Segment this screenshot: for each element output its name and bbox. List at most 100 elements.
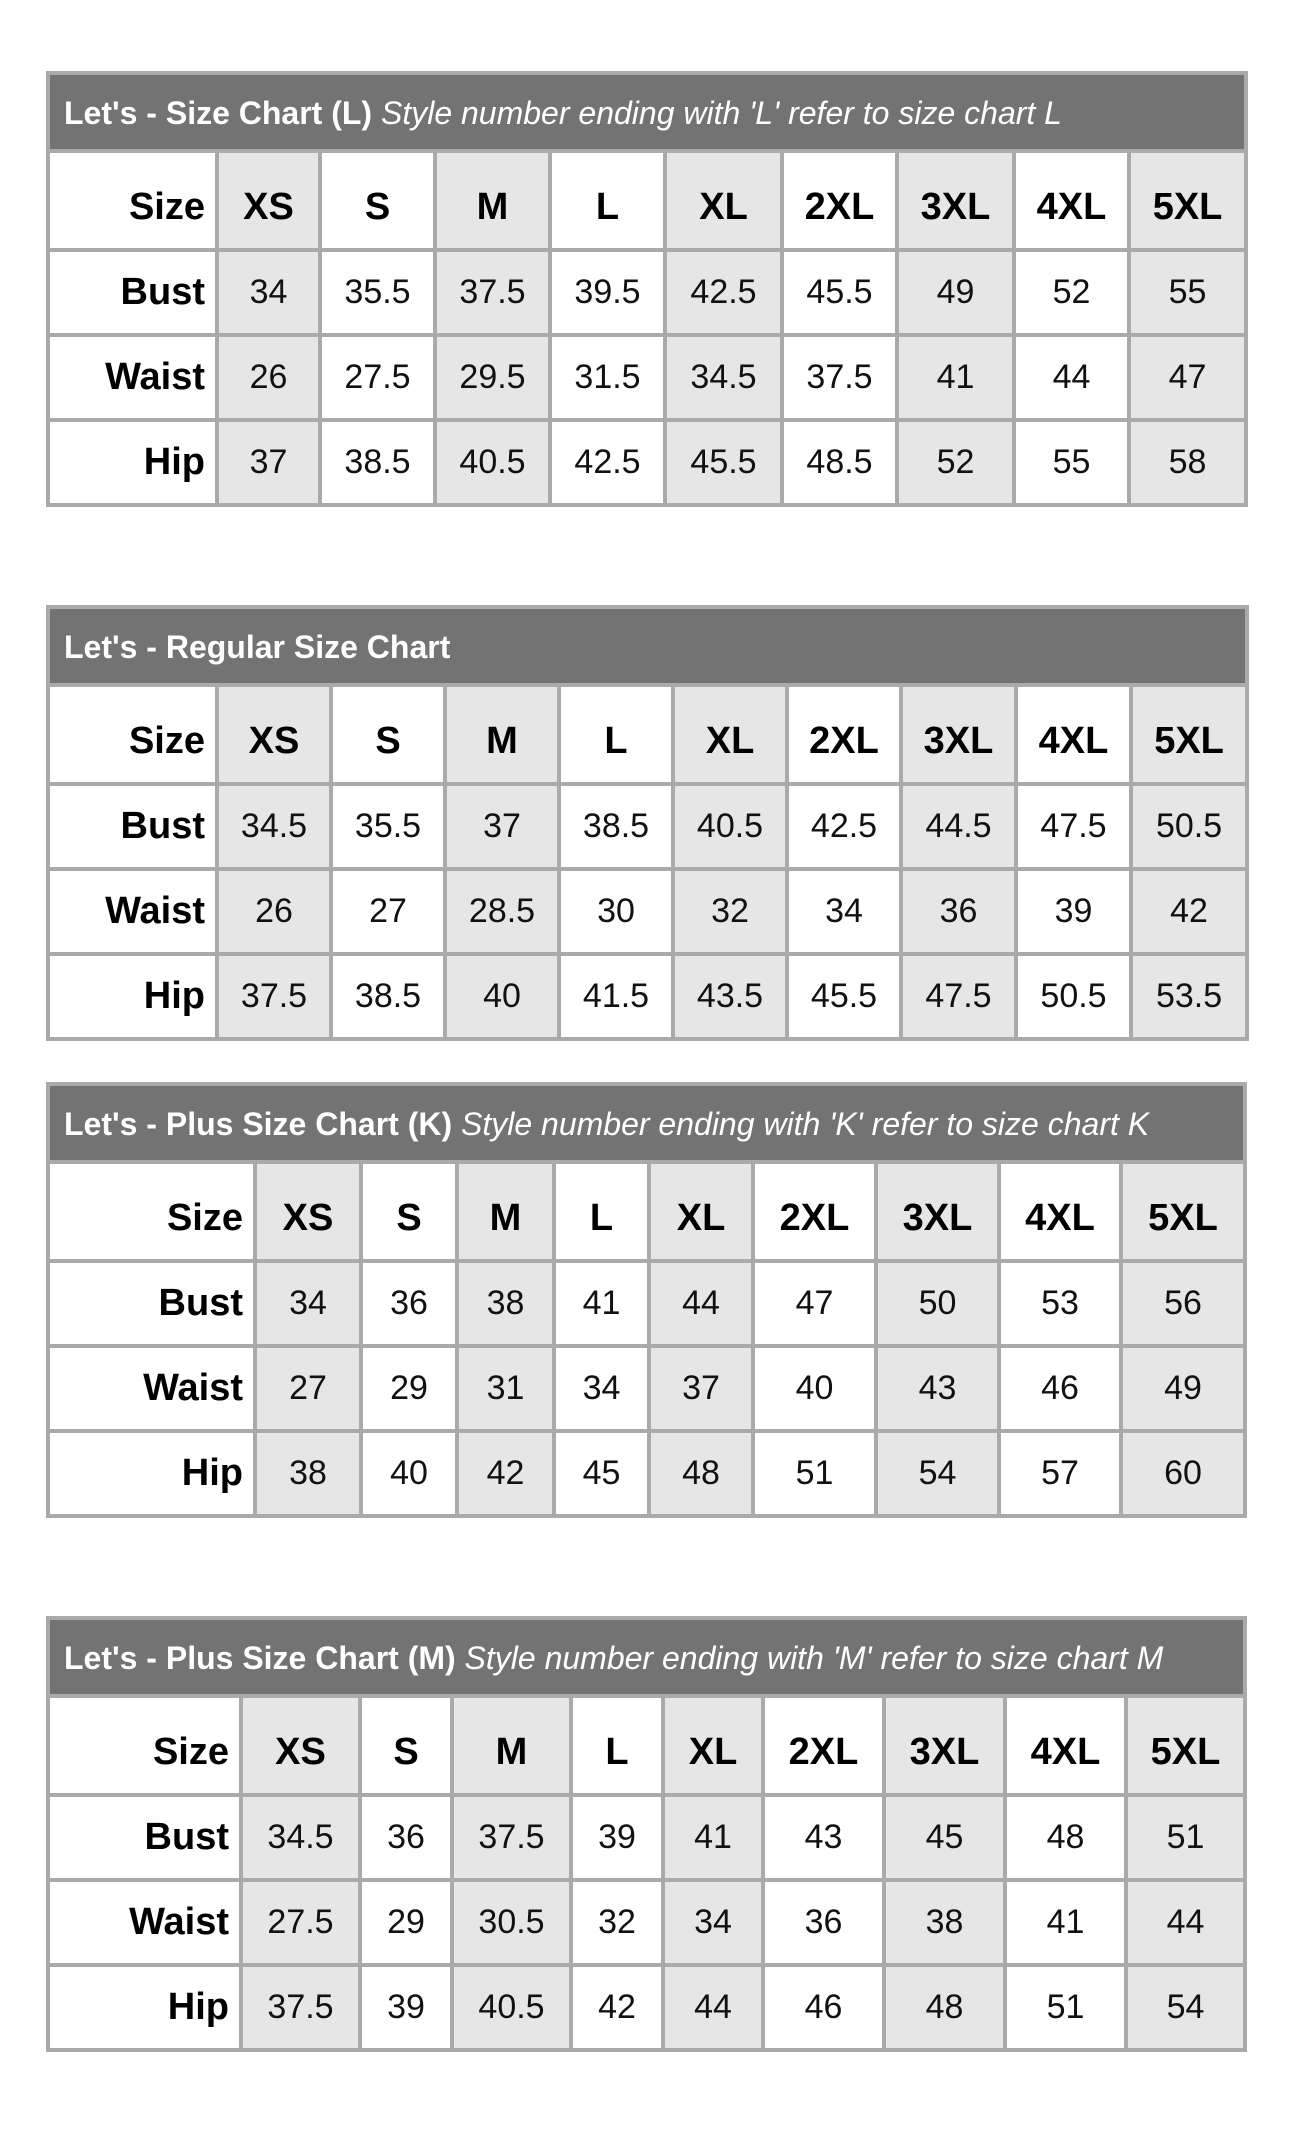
size-header-m: M (443, 683, 561, 786)
measurement-cell: 42 (455, 1429, 556, 1518)
measurement-cell: 44 (661, 1963, 765, 2052)
row-label: Bust (46, 782, 219, 871)
chart-title-note: Style number ending with 'K' refer to si… (461, 1106, 1150, 1142)
measurement-cell: 38.5 (318, 418, 437, 507)
size-header-l: L (569, 1694, 665, 1797)
measurement-cell: 43 (761, 1793, 886, 1882)
size-header-2xl: 2XL (761, 1694, 886, 1797)
table-row-bust: Bust 34 36 38 41 44 47 50 53 56 (46, 1259, 1248, 1348)
measurement-cell: 37 (443, 782, 561, 871)
measurement-cell: 40 (443, 952, 561, 1041)
measurement-cell: 42 (569, 1963, 665, 2052)
size-label: Size (46, 1694, 243, 1797)
measurement-cell: 47.5 (1014, 782, 1133, 871)
table-row-hip: Hip 37.5 38.5 40 41.5 43.5 45.5 47.5 50.5 53.5 (46, 952, 1250, 1041)
measurement-cell: 27.5 (318, 333, 437, 422)
measurement-cell: 36 (899, 867, 1018, 956)
measurement-cell: 36 (358, 1793, 454, 1882)
measurement-cell: 46 (761, 1963, 886, 2052)
table-row-bust: Bust 34.5 36 37.5 39 41 43 45 48 51 (46, 1793, 1248, 1882)
measurement-cell: 34 (253, 1259, 363, 1348)
measurement-cell: 42.5 (548, 418, 667, 507)
measurement-cell: 51 (1123, 1793, 1248, 1882)
size-chart-table: Let's - Plus Size Chart (M) Style number… (45, 1616, 1248, 2052)
size-header-4xl: 4XL (997, 1160, 1123, 1263)
chart-title-note: Style number ending with 'M' refer to si… (464, 1640, 1164, 1676)
measurement-cell: 51 (1003, 1963, 1128, 2052)
chart-title-bold: Let's - Plus Size Chart (M) (64, 1640, 456, 1676)
measurement-cell: 49 (895, 248, 1016, 337)
measurement-cell: 45.5 (663, 418, 784, 507)
size-header-row: Size XS S M L XL 2XL 3XL 4XL 5XL (46, 1160, 1248, 1263)
measurement-cell: 38 (882, 1878, 1007, 1967)
measurement-cell: 41.5 (557, 952, 675, 1041)
measurement-cell: 32 (671, 867, 789, 956)
row-label: Hip (46, 1963, 243, 2052)
size-label: Size (46, 1160, 257, 1263)
measurement-cell: 41 (661, 1793, 765, 1882)
size-label: Size (46, 683, 219, 786)
measurement-cell: 26 (215, 867, 333, 956)
size-header-s: S (359, 1160, 459, 1263)
size-header-s: S (318, 149, 437, 252)
size-header-5xl: 5XL (1123, 1694, 1248, 1797)
size-header-m: M (450, 1694, 573, 1797)
size-header-row: Size XS S M L XL 2XL 3XL 4XL 5XL (46, 1694, 1248, 1797)
size-chart-table: Let's - Size Chart (L) Style number endi… (45, 71, 1249, 507)
measurement-cell: 52 (895, 418, 1016, 507)
measurement-cell: 38.5 (329, 952, 447, 1041)
measurement-cell: 52 (1012, 248, 1131, 337)
size-header-row: Size XS S M L XL 2XL 3XL 4XL 5XL (46, 149, 1249, 252)
measurement-cell: 30 (557, 867, 675, 956)
table-row-waist: Waist 27 29 31 34 37 40 43 46 49 (46, 1344, 1248, 1433)
size-header-s: S (329, 683, 447, 786)
size-header-xl: XL (647, 1160, 755, 1263)
measurement-cell: 34 (215, 248, 322, 337)
size-header-4xl: 4XL (1012, 149, 1131, 252)
row-label: Bust (46, 248, 219, 337)
measurement-cell: 29.5 (433, 333, 552, 422)
row-label: Waist (46, 1344, 257, 1433)
chart-title: Let's - Plus Size Chart (K) Style number… (45, 1082, 1248, 1164)
size-header-l: L (548, 149, 667, 252)
measurement-cell: 53.5 (1128, 952, 1250, 1041)
size-chart-table: Let's - Plus Size Chart (K) Style number… (45, 1082, 1248, 1518)
size-header-xl: XL (661, 1694, 765, 1797)
row-label: Hip (46, 418, 219, 507)
measurement-cell: 36 (761, 1878, 886, 1967)
size-header-5xl: 5XL (1126, 149, 1249, 252)
size-label: Size (46, 149, 219, 252)
row-label: Waist (46, 1878, 243, 1967)
table-row-hip: Hip 38 40 42 45 48 51 54 57 60 (46, 1429, 1248, 1518)
size-header-xs: XS (215, 683, 333, 786)
chart-title: Let's - Plus Size Chart (M) Style number… (45, 1616, 1248, 1698)
measurement-cell: 45 (552, 1429, 651, 1518)
size-header-3xl: 3XL (874, 1160, 1001, 1263)
measurement-cell: 34.5 (239, 1793, 362, 1882)
size-header-xs: XS (215, 149, 322, 252)
measurement-cell: 32 (569, 1878, 665, 1967)
measurement-cell: 39 (569, 1793, 665, 1882)
measurement-cell: 26 (215, 333, 322, 422)
measurement-cell: 43 (874, 1344, 1001, 1433)
size-header-l: L (557, 683, 675, 786)
measurement-cell: 47.5 (899, 952, 1018, 1041)
measurement-cell: 55 (1126, 248, 1249, 337)
measurement-cell: 41 (1003, 1878, 1128, 1967)
measurement-cell: 28.5 (443, 867, 561, 956)
measurement-cell: 43.5 (671, 952, 789, 1041)
measurement-cell: 36 (359, 1259, 459, 1348)
measurement-cell: 45 (882, 1793, 1007, 1882)
measurement-cell: 45.5 (780, 248, 899, 337)
measurement-cell: 37.5 (239, 1963, 362, 2052)
measurement-cell: 42 (1128, 867, 1250, 956)
measurement-cell: 57 (997, 1429, 1123, 1518)
measurement-cell: 48 (1003, 1793, 1128, 1882)
size-header-xs: XS (253, 1160, 363, 1263)
measurement-cell: 40.5 (450, 1963, 573, 2052)
table-row-waist: Waist 26 27.5 29.5 31.5 34.5 37.5 41 44 47 (46, 333, 1249, 422)
size-header-5xl: 5XL (1118, 1160, 1248, 1263)
size-header-xl: XL (671, 683, 789, 786)
measurement-cell: 41 (552, 1259, 651, 1348)
table-row-hip: Hip 37 38.5 40.5 42.5 45.5 48.5 52 55 58 (46, 418, 1249, 507)
